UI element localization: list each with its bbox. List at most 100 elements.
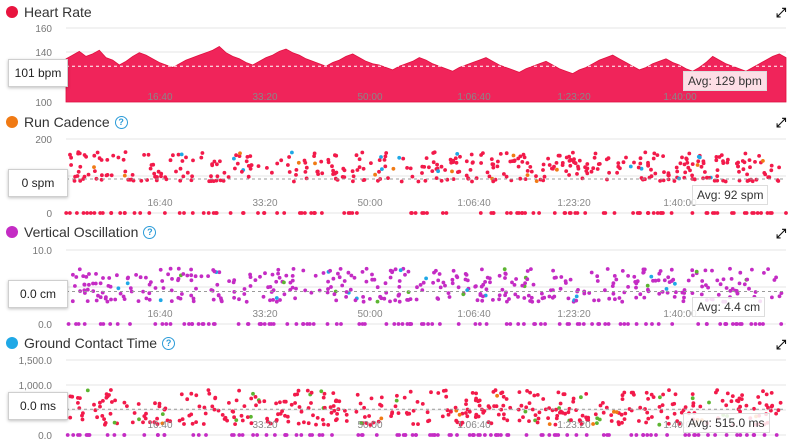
- baseline-point: [405, 322, 410, 326]
- baseline-point: [489, 433, 493, 437]
- data-point: [772, 278, 777, 282]
- expand-icon[interactable]: ⤢: [775, 5, 787, 20]
- data-point: [543, 407, 548, 412]
- data-point: [579, 422, 584, 426]
- data-point: [540, 291, 544, 296]
- data-point: [275, 161, 280, 166]
- data-point: [245, 415, 250, 419]
- data-point: [141, 289, 146, 294]
- data-point: [535, 393, 540, 397]
- data-point: [426, 419, 430, 424]
- baseline-point: [601, 433, 606, 437]
- help-icon[interactable]: ?: [114, 115, 128, 129]
- data-point: [368, 423, 373, 427]
- data-point: [363, 415, 367, 419]
- data-point: [638, 156, 643, 161]
- data-point: [197, 404, 202, 409]
- data-point: [76, 396, 80, 400]
- data-point: [682, 162, 687, 167]
- data-point: [77, 267, 82, 272]
- data-point: [747, 286, 751, 291]
- data-point: [159, 174, 163, 179]
- expand-icon[interactable]: ⤢: [775, 226, 787, 241]
- data-point: [328, 405, 333, 410]
- baseline-point: [160, 322, 165, 326]
- data-point: [434, 176, 439, 180]
- data-point: [757, 154, 761, 158]
- data-point: [87, 272, 91, 276]
- data-point: [769, 168, 774, 173]
- data-point: [282, 292, 287, 297]
- data-point: [319, 389, 324, 394]
- data-point: [393, 267, 398, 272]
- x-tick-label: 1:40:00: [663, 420, 697, 431]
- data-point: [233, 422, 238, 426]
- data-point: [68, 415, 73, 420]
- data-point: [491, 298, 495, 302]
- data-point: [744, 403, 749, 408]
- y-tick-label: 0: [46, 209, 52, 220]
- data-point: [518, 176, 523, 181]
- data-point: [690, 173, 694, 178]
- baseline-point: [590, 322, 594, 326]
- data-point: [718, 282, 723, 287]
- expand-icon[interactable]: ⤢: [775, 115, 787, 130]
- data-point: [750, 267, 754, 272]
- baseline-point: [724, 433, 729, 437]
- baseline-point: [540, 433, 545, 437]
- data-point: [174, 169, 178, 174]
- data-point: [632, 274, 637, 279]
- data-point: [344, 412, 349, 417]
- data-point: [517, 418, 522, 423]
- data-point: [416, 179, 421, 184]
- data-point: [525, 161, 530, 165]
- data-point: [274, 401, 278, 406]
- data-point: [302, 420, 306, 425]
- data-point: [70, 299, 75, 304]
- data-point: [215, 174, 220, 179]
- data-point: [106, 284, 111, 288]
- data-point: [370, 277, 375, 282]
- data-point: [585, 171, 590, 176]
- data-point: [562, 392, 567, 397]
- help-icon[interactable]: ?: [162, 336, 176, 350]
- data-point: [142, 414, 147, 418]
- data-point: [507, 297, 511, 301]
- data-point: [226, 175, 231, 179]
- data-point: [691, 401, 696, 405]
- baseline-point: [456, 322, 461, 326]
- data-point: [189, 293, 194, 298]
- data-point: [446, 291, 451, 295]
- baseline-point: [531, 211, 536, 215]
- data-point: [657, 422, 662, 427]
- data-point: [620, 269, 625, 273]
- data-point: [738, 270, 743, 275]
- baseline-point: [523, 211, 527, 215]
- baseline-point: [494, 433, 499, 437]
- data-point: [632, 160, 636, 165]
- data-point: [212, 407, 217, 412]
- data-point: [547, 422, 552, 426]
- data-point: [386, 176, 390, 180]
- baseline-point: [384, 322, 389, 326]
- data-point: [764, 403, 769, 407]
- help-icon[interactable]: ?: [143, 225, 157, 239]
- data-point: [232, 156, 236, 161]
- data-point: [691, 273, 695, 278]
- data-point: [777, 294, 782, 299]
- data-point: [533, 418, 537, 423]
- data-point: [725, 391, 730, 396]
- data-point: [703, 268, 708, 273]
- baseline-point: [467, 433, 472, 437]
- baseline-point: [255, 433, 259, 437]
- baseline-point: [584, 433, 589, 437]
- baseline-point: [320, 211, 324, 215]
- data-point: [364, 266, 369, 271]
- data-point: [179, 152, 184, 157]
- baseline-point: [508, 322, 513, 326]
- data-point: [431, 160, 436, 165]
- data-point: [278, 411, 283, 416]
- data-point: [103, 421, 108, 425]
- expand-icon[interactable]: ⤢: [775, 337, 787, 352]
- baseline-point: [543, 322, 547, 326]
